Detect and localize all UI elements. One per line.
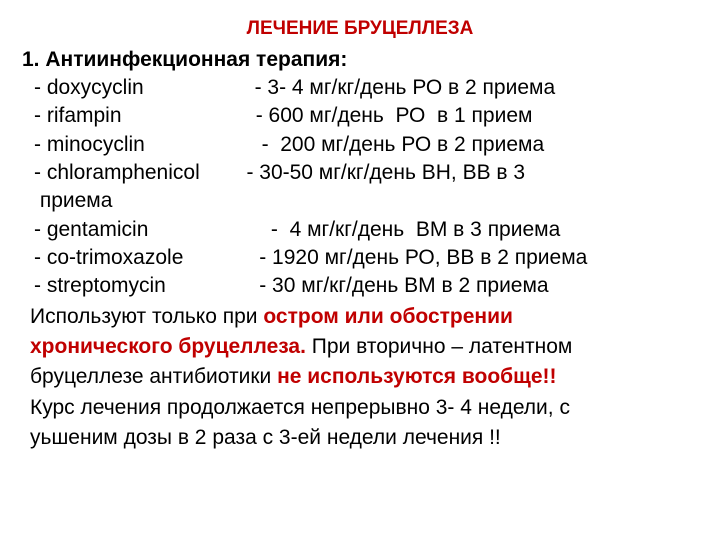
drug-row: - co-trimoxazole - 1920 мг/день РО, ВВ в… bbox=[22, 244, 698, 272]
drug-row: - rifampin - 600 мг/день РО в 1 прием bbox=[22, 102, 698, 130]
footer-line-1: Используют только при остром или обостре… bbox=[22, 303, 698, 331]
drug-row: - chloramphenicol - 30-50 мг/кг/день ВН,… bbox=[22, 159, 698, 187]
footer-line-3: бруцеллезе антибиотики не используются в… bbox=[22, 363, 698, 391]
drug-row: - streptomycin - 30 мг/кг/день ВМ в 2 пр… bbox=[22, 272, 698, 300]
footer-text-red: хронического бруцеллеза. bbox=[30, 335, 306, 358]
footer-line-4: Курс лечения продолжается непрерывно 3- … bbox=[22, 394, 698, 422]
footer-text-black: Используют только при bbox=[30, 305, 263, 328]
drug-row: приема bbox=[22, 187, 698, 215]
footer-line-5: уьшеним дозы в 2 раза с 3-ей недели лече… bbox=[22, 424, 698, 452]
footer-text-black: При вторично – латентном bbox=[306, 335, 572, 358]
footer-text-red: не используются вообще!! bbox=[277, 365, 556, 388]
footer-text-red: остром или обострении bbox=[263, 305, 513, 328]
footer-line-2: хронического бруцеллеза. При вторично – … bbox=[22, 333, 698, 361]
footer-text-black: бруцеллезе антибиотики bbox=[30, 365, 277, 388]
section-header: 1. Антиинфекционная терапия: bbox=[22, 48, 698, 72]
drug-row: - doxycyclin - 3- 4 мг/кг/день РО в 2 пр… bbox=[22, 74, 698, 102]
drug-row: - gentamicin - 4 мг/кг/день ВМ в 3 прием… bbox=[22, 216, 698, 244]
slide-title: ЛЕЧЕНИЕ БРУЦЕЛЛЕЗА bbox=[22, 18, 698, 40]
drug-row: - minocyclin - 200 мг/день РО в 2 приема bbox=[22, 131, 698, 159]
